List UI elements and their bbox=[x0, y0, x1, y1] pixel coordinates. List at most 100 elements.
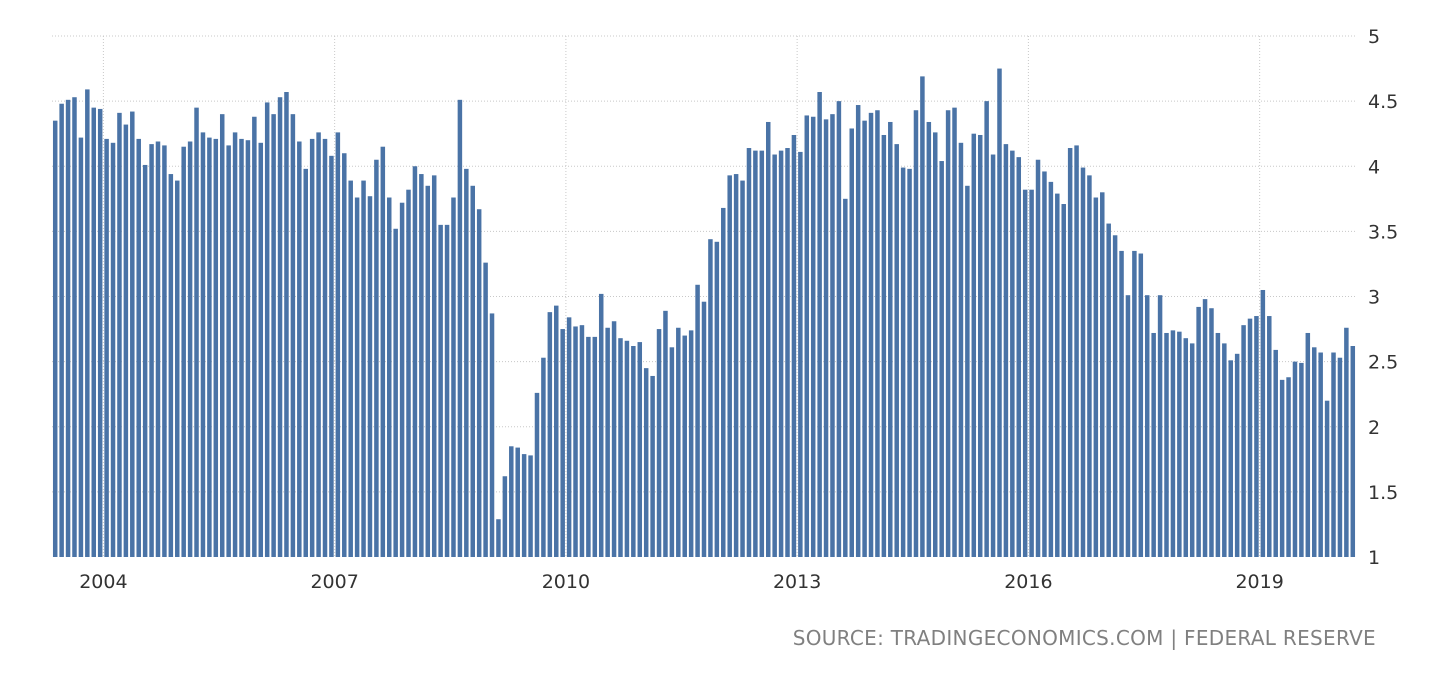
bar bbox=[303, 168, 308, 558]
bar bbox=[1279, 379, 1285, 557]
bar bbox=[451, 197, 456, 557]
bar bbox=[1010, 150, 1015, 557]
bar bbox=[637, 342, 643, 557]
bar bbox=[1215, 332, 1221, 557]
bar bbox=[348, 180, 353, 557]
bar bbox=[457, 99, 463, 557]
bar bbox=[843, 198, 848, 557]
bar bbox=[888, 121, 893, 557]
bar bbox=[322, 138, 328, 557]
bar bbox=[900, 167, 906, 558]
bar bbox=[1100, 192, 1105, 558]
bar bbox=[1132, 250, 1137, 557]
bar bbox=[361, 180, 366, 557]
bar bbox=[740, 180, 745, 557]
bar bbox=[104, 138, 109, 557]
bar bbox=[194, 107, 199, 557]
bar bbox=[727, 175, 732, 557]
bar bbox=[990, 154, 996, 557]
bar bbox=[142, 164, 148, 557]
bar bbox=[1324, 400, 1330, 557]
bar bbox=[162, 145, 167, 557]
bar bbox=[252, 116, 257, 557]
bar bbox=[1247, 318, 1253, 557]
bar bbox=[1003, 144, 1009, 558]
bar bbox=[52, 120, 58, 557]
bar bbox=[342, 153, 347, 558]
bar bbox=[521, 454, 527, 557]
bar bbox=[804, 115, 810, 557]
bar bbox=[663, 310, 668, 557]
bar bbox=[631, 346, 636, 557]
bar bbox=[393, 228, 398, 557]
bar bbox=[1138, 253, 1144, 557]
bar bbox=[207, 137, 212, 557]
bar bbox=[136, 138, 141, 557]
bar bbox=[258, 142, 264, 557]
bar bbox=[425, 185, 431, 558]
bar bbox=[733, 174, 739, 557]
bar bbox=[309, 138, 315, 557]
x-tick-label: 2016 bbox=[1004, 571, 1052, 593]
bar bbox=[277, 97, 283, 557]
bar bbox=[669, 347, 675, 557]
bar bbox=[245, 140, 251, 557]
x-axis: 2004 2007 2010 2013 2016 2019 bbox=[79, 571, 1284, 593]
bar bbox=[965, 185, 970, 558]
bar bbox=[444, 224, 450, 558]
y-tick-label: 3 bbox=[1368, 287, 1380, 309]
bar bbox=[1267, 316, 1272, 557]
y-tick-label: 2 bbox=[1368, 417, 1380, 439]
bar bbox=[753, 150, 758, 557]
bar bbox=[1035, 159, 1041, 558]
bar bbox=[380, 146, 386, 557]
bar bbox=[85, 89, 90, 558]
bar bbox=[1042, 171, 1047, 557]
bar bbox=[1170, 330, 1176, 557]
bar bbox=[528, 455, 533, 557]
bar bbox=[1209, 308, 1214, 557]
y-axis: 1 1.5 2 2.5 3 3.5 4 4.5 5 bbox=[1368, 26, 1398, 569]
y-tick-label: 4 bbox=[1368, 156, 1380, 178]
bar bbox=[598, 293, 604, 557]
bar bbox=[1331, 352, 1336, 557]
bar bbox=[778, 150, 784, 557]
bar bbox=[316, 132, 321, 557]
bar bbox=[1305, 332, 1311, 557]
bar bbox=[264, 102, 270, 558]
bar bbox=[1241, 325, 1246, 557]
bar bbox=[1067, 148, 1073, 557]
bar bbox=[554, 305, 559, 557]
x-tick-label: 2013 bbox=[773, 571, 821, 593]
bar bbox=[155, 141, 161, 557]
y-tick-label: 5 bbox=[1368, 26, 1380, 48]
bar bbox=[200, 132, 206, 557]
bar bbox=[1202, 299, 1208, 557]
bar bbox=[605, 327, 610, 557]
bar bbox=[1273, 349, 1278, 557]
bar bbox=[695, 284, 700, 557]
y-tick-label: 3.5 bbox=[1368, 221, 1398, 243]
bar bbox=[335, 132, 341, 557]
bar bbox=[1157, 295, 1163, 557]
bar bbox=[1061, 204, 1066, 557]
y-tick-label: 1 bbox=[1368, 547, 1380, 569]
bar bbox=[1125, 295, 1131, 557]
bar bbox=[1087, 175, 1092, 557]
bar bbox=[1093, 197, 1099, 557]
x-tick-label: 2010 bbox=[542, 571, 590, 593]
bar bbox=[798, 151, 803, 558]
bar bbox=[560, 329, 565, 557]
bar bbox=[823, 119, 829, 558]
bar bbox=[181, 146, 186, 557]
bar bbox=[971, 133, 977, 557]
bar bbox=[483, 262, 488, 557]
bar bbox=[714, 241, 720, 558]
bar bbox=[72, 97, 77, 557]
bar bbox=[91, 107, 97, 557]
bar bbox=[721, 207, 726, 557]
bar bbox=[1222, 343, 1227, 557]
chart-bars bbox=[52, 68, 1356, 558]
source-attribution: SOURCE: TRADINGECONOMICS.COM | FEDERAL R… bbox=[792, 626, 1376, 650]
bar bbox=[1080, 167, 1086, 558]
